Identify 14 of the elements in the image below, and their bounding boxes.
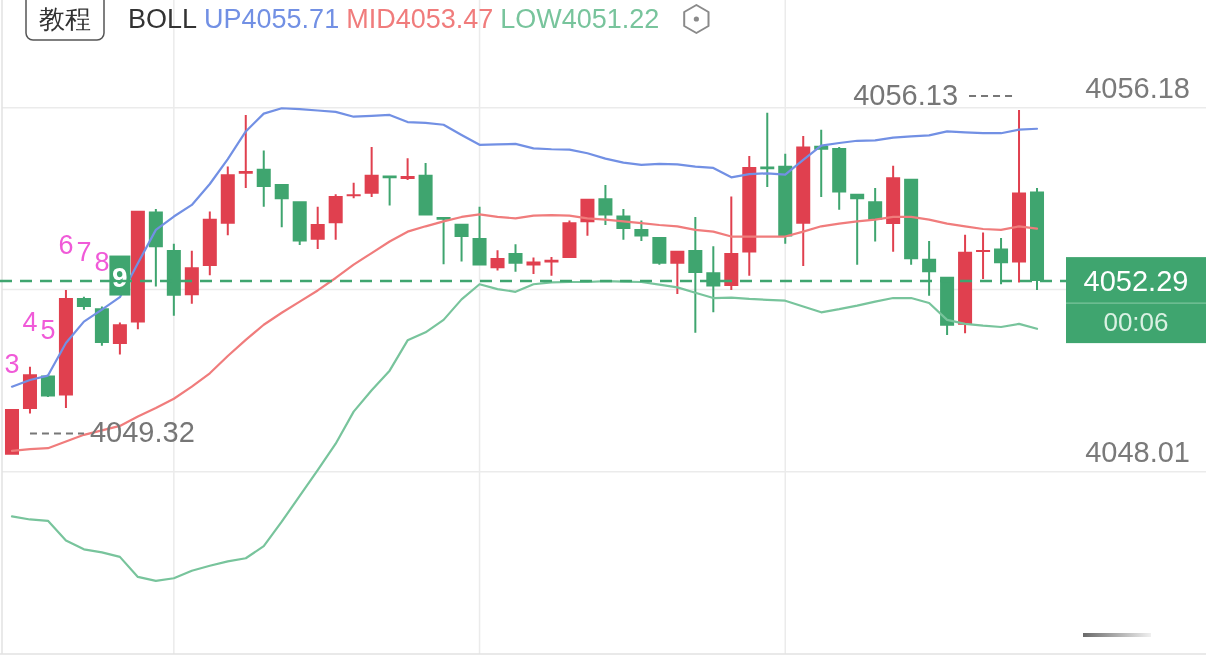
legend: BOLL UP4055.71 MID4053.47 LOW4051.22 [128, 4, 660, 34]
annotation: 4049.32 [89, 416, 195, 449]
text: 4052.29 [1083, 265, 1189, 298]
text: 5 [40, 314, 56, 345]
text: 6 [58, 230, 74, 261]
text: 00:06 [1103, 307, 1169, 338]
text: 4 [22, 306, 38, 337]
text: 8 [94, 246, 110, 277]
text: 7 [76, 236, 92, 267]
y-tick-label: 4048.01 [1085, 435, 1190, 468]
y-tick-label: 4056.18 [1085, 71, 1190, 104]
annotation: 4056.13 [853, 79, 959, 112]
annotation: 教程 [39, 4, 91, 34]
text: 3 [4, 348, 20, 379]
